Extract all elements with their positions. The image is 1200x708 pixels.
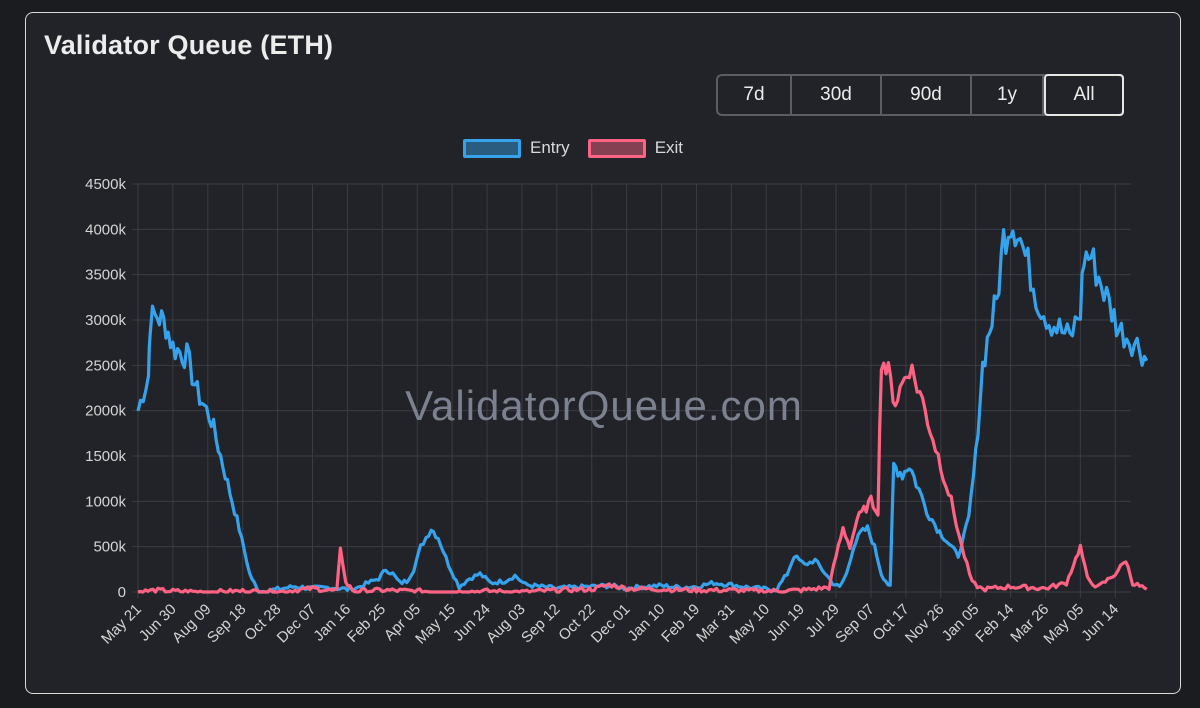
x-tick-label: May 10 [726, 601, 773, 648]
x-tick-label: Feb 14 [972, 601, 1017, 646]
time-range-selector: 7d 30d 90d 1y All [716, 74, 1124, 116]
x-tick-label: Jun 19 [764, 601, 808, 645]
x-tick-label: May 05 [1040, 601, 1087, 648]
legend-label-exit: Exit [654, 138, 684, 157]
chart-series [136, 228, 1149, 594]
y-tick-label: 1000k [85, 493, 126, 510]
chart-card [25, 12, 1181, 694]
y-tick-label: 500k [93, 539, 126, 556]
chart-title: Validator Queue (ETH) [44, 30, 334, 60]
y-tick-label: 3500k [85, 267, 126, 284]
legend-label-entry: Entry [530, 138, 570, 157]
x-tick-label: Sep 18 [204, 601, 250, 647]
range-button-30d[interactable]: 30d [792, 76, 882, 114]
legend-item-entry[interactable]: Entry [463, 138, 570, 158]
x-tick-label: Dec 01 [588, 601, 634, 647]
series-line-exit [137, 361, 1148, 594]
range-button-90d[interactable]: 90d [882, 76, 972, 114]
y-tick-label: 1500k [85, 448, 126, 465]
range-button-all[interactable]: All [1044, 74, 1124, 116]
x-tick-label: Feb 19 [658, 601, 703, 646]
y-tick-label: 2500k [85, 357, 126, 374]
chart-legend: Entry Exit [463, 138, 683, 158]
x-tick-label: Sep 12 [518, 601, 564, 647]
y-tick-label: 0 [118, 584, 126, 601]
y-tick-label: 2000k [85, 403, 126, 420]
y-axis: 0 500k 1000k 1500k 2000k 2500k 3000k 3500k 4000k… [85, 176, 126, 601]
legend-item-exit[interactable]: Exit [587, 138, 684, 158]
chart-grid [132, 183, 1131, 598]
range-button-1y[interactable]: 1y [972, 76, 1044, 114]
x-tick-label: Feb 25 [344, 601, 389, 646]
x-tick-label: Dec 07 [274, 601, 320, 647]
x-tick-label: Nov 26 [902, 601, 948, 647]
x-tick-label: Jun 14 [1078, 601, 1122, 645]
y-tick-label: 3000k [85, 312, 126, 329]
y-tick-label: 4500k [85, 176, 126, 193]
x-tick-label: Sep 07 [832, 601, 878, 647]
watermark: ValidatorQueue.com [405, 382, 803, 429]
x-tick-label: May 21 [98, 601, 145, 648]
x-tick-label: May 15 [412, 601, 459, 648]
legend-swatch-entry [463, 138, 521, 158]
legend-swatch-exit [587, 138, 646, 158]
y-tick-label: 4000k [85, 221, 126, 238]
range-button-7d[interactable]: 7d [718, 76, 792, 114]
